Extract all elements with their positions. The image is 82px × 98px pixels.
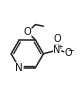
- Text: N: N: [15, 63, 23, 73]
- Text: +: +: [57, 44, 63, 50]
- Text: −: −: [67, 46, 74, 55]
- Text: N: N: [53, 45, 61, 55]
- Text: O: O: [53, 34, 61, 44]
- Text: O: O: [23, 27, 31, 37]
- Text: O: O: [65, 48, 72, 58]
